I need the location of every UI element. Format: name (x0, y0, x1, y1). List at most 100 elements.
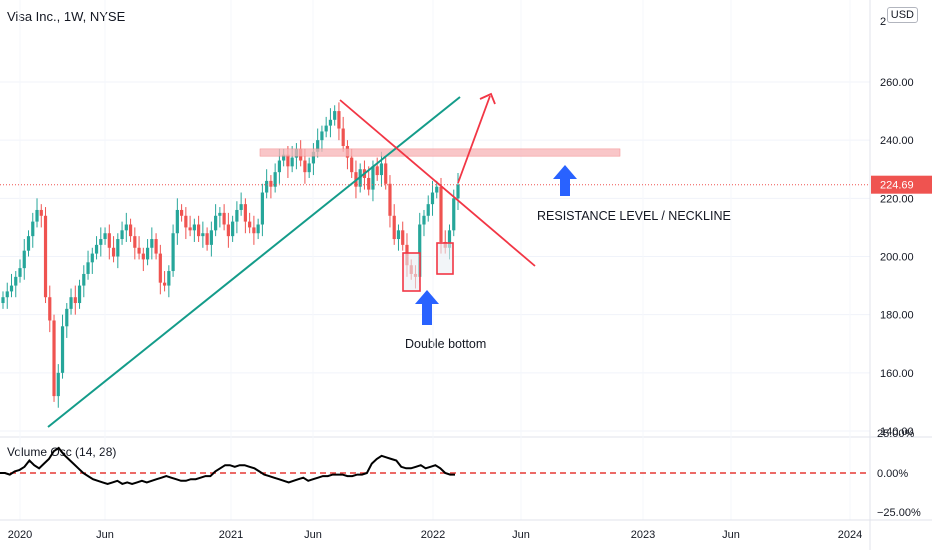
candle-body (120, 230, 124, 240)
candle-body (447, 230, 452, 248)
candle-body (273, 172, 277, 187)
candle-body (197, 224, 201, 237)
candle-body (265, 180, 269, 193)
time-tick-label: Jun (512, 529, 530, 541)
candle-body (328, 119, 333, 126)
candle-body (39, 209, 43, 216)
time-tick-label: 2023 (631, 529, 655, 541)
time-tick-label: 2020 (8, 529, 32, 541)
candle-body (337, 111, 341, 129)
oscillator-tick-label: 0.00% (877, 468, 908, 480)
price-tick-label: 180.00 (880, 310, 914, 322)
candle-body (333, 111, 337, 120)
candle-body (311, 151, 316, 164)
time-tick-label: 2021 (219, 529, 243, 541)
candle-body (243, 204, 247, 222)
candle-body (401, 230, 405, 245)
gridlines (0, 81, 932, 438)
candle-body (226, 224, 230, 237)
candle-body (201, 233, 205, 237)
candle-body (69, 297, 73, 309)
price-tick-label: 260.00 (880, 77, 914, 89)
candle-body (439, 186, 443, 242)
candle-body (422, 215, 426, 225)
candle-body (86, 262, 90, 274)
candle-body (56, 372, 60, 397)
last-price-label: 224.69 (880, 180, 914, 192)
candle-body (73, 297, 77, 304)
candle-body (218, 212, 222, 216)
candles (1, 102, 460, 408)
candle-body (141, 253, 145, 260)
candle-body (209, 230, 213, 245)
candle-body (324, 125, 328, 132)
candle-body (99, 239, 103, 245)
candle-body (18, 268, 22, 277)
candle-body (384, 163, 388, 184)
candle-body (94, 244, 99, 254)
candle-body (31, 221, 35, 237)
price-tick-label: 220.00 (880, 193, 914, 205)
candle-body (282, 154, 286, 161)
double-bottom-annotation: Double bottom (405, 337, 487, 351)
chart-title: Visa Inc., 1W, NYSE (7, 9, 126, 24)
candle-body (111, 247, 116, 257)
candle-body (256, 224, 260, 234)
candle-body (107, 233, 111, 248)
candle-body (418, 224, 422, 277)
time-tick-label: 2022 (421, 529, 445, 541)
resistance-arrow-icon (553, 165, 577, 196)
candle-body (316, 140, 320, 152)
price-tick-label-clipped: 2 (880, 16, 886, 28)
candle-body (371, 166, 375, 190)
currency-button[interactable]: USD (886, 7, 918, 23)
candle-body (103, 233, 107, 240)
candle-body (350, 157, 354, 173)
candle-body (124, 224, 128, 231)
candle-body (379, 163, 384, 176)
support-trendline (47, 96, 461, 428)
candle-body (214, 215, 218, 231)
candle-body (162, 282, 167, 286)
candle-body (248, 221, 252, 228)
price-tick-label: 160.00 (880, 368, 914, 380)
candle-body (456, 184, 460, 199)
candle-body (435, 186, 439, 193)
candle-body (235, 209, 239, 222)
candle-body (375, 166, 379, 176)
last-price-badge (871, 175, 932, 194)
candle-body (82, 273, 86, 286)
breakout-arrow-head (479, 92, 496, 105)
candle-body (9, 285, 14, 292)
time-tick-label: Jun (96, 529, 114, 541)
candle-body (290, 157, 294, 167)
candle-body (188, 227, 192, 231)
candle-body (184, 215, 188, 228)
candle-body (5, 291, 9, 298)
candle-body (430, 192, 435, 205)
candle-body (26, 236, 31, 251)
candle-body (231, 221, 235, 237)
candle-body (388, 183, 392, 216)
candle-body (167, 271, 171, 286)
price-tick-label: 240.00 (880, 135, 914, 147)
candle-body (150, 239, 154, 248)
resistance-trendline (339, 99, 536, 267)
candle-body (77, 285, 82, 304)
candle-body (239, 204, 243, 210)
oscillator-tick-label: −25.00% (877, 507, 921, 519)
candle-body (22, 250, 26, 269)
oscillator-line (0, 446, 455, 485)
candle-body (171, 233, 175, 272)
candle-body (205, 233, 209, 245)
double-bottom-box-left (402, 252, 421, 292)
candle-body (52, 320, 56, 397)
candle-body (48, 297, 52, 321)
candle-body (192, 224, 196, 231)
candle-body (145, 247, 150, 260)
candle-body (14, 276, 18, 286)
resistance-zone (259, 148, 621, 157)
price-tick-label: 140.00 (880, 426, 914, 438)
candle-body (60, 326, 65, 373)
